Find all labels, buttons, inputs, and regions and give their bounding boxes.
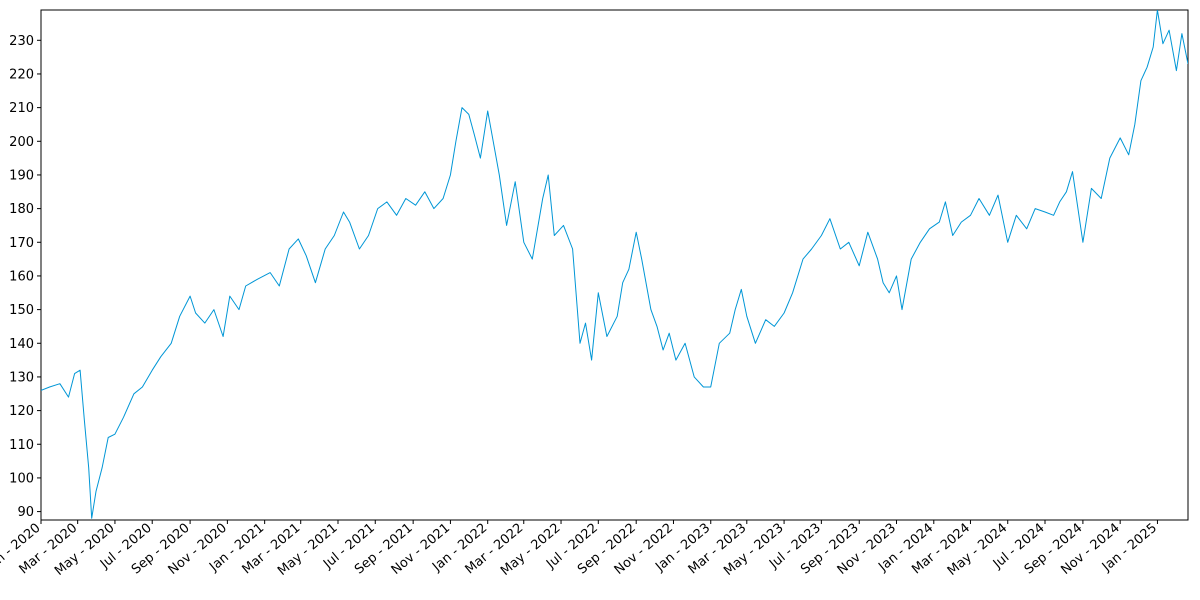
y-tick-label: 110 xyxy=(9,438,34,453)
y-axis: 90 100 110 120 130 140 150 160 170 180 190 200 210 22… xyxy=(9,34,41,520)
series-line xyxy=(41,10,1188,519)
y-tick-label: 180 xyxy=(9,202,34,217)
y-tick-label: 220 xyxy=(9,67,34,82)
y-tick-label: 210 xyxy=(9,101,34,116)
y-tick-label: 190 xyxy=(9,168,34,183)
y-tick-label: 120 xyxy=(9,404,34,419)
y-tick-label: 200 xyxy=(9,135,34,150)
y-tick-label: 140 xyxy=(9,337,34,352)
y-tick-label: 150 xyxy=(9,303,34,318)
y-tick-label: 170 xyxy=(9,236,34,251)
y-tick-label: 230 xyxy=(9,34,34,49)
y-tick-label: 160 xyxy=(9,269,34,284)
y-tick-label: 130 xyxy=(9,370,34,385)
y-tick-label: 90 xyxy=(17,505,34,520)
plot-frame xyxy=(40,9,1189,521)
y-tick-label: 100 xyxy=(9,471,34,486)
